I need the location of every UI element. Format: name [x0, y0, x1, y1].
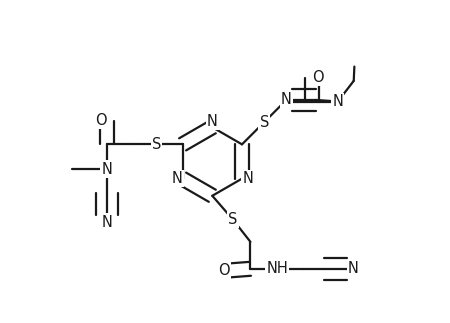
Text: N: N: [101, 162, 112, 177]
Text: S: S: [228, 212, 238, 227]
Text: O: O: [312, 70, 324, 85]
Text: S: S: [152, 137, 161, 152]
Text: N: N: [171, 171, 182, 186]
Text: N: N: [281, 92, 292, 108]
Text: N: N: [101, 214, 112, 230]
Text: S: S: [260, 115, 269, 130]
Text: N: N: [242, 171, 253, 186]
Text: O: O: [95, 113, 107, 128]
Text: NH: NH: [266, 261, 288, 276]
Text: N: N: [207, 114, 218, 129]
Text: N: N: [333, 94, 343, 109]
Text: O: O: [218, 263, 230, 278]
Text: N: N: [348, 261, 359, 276]
